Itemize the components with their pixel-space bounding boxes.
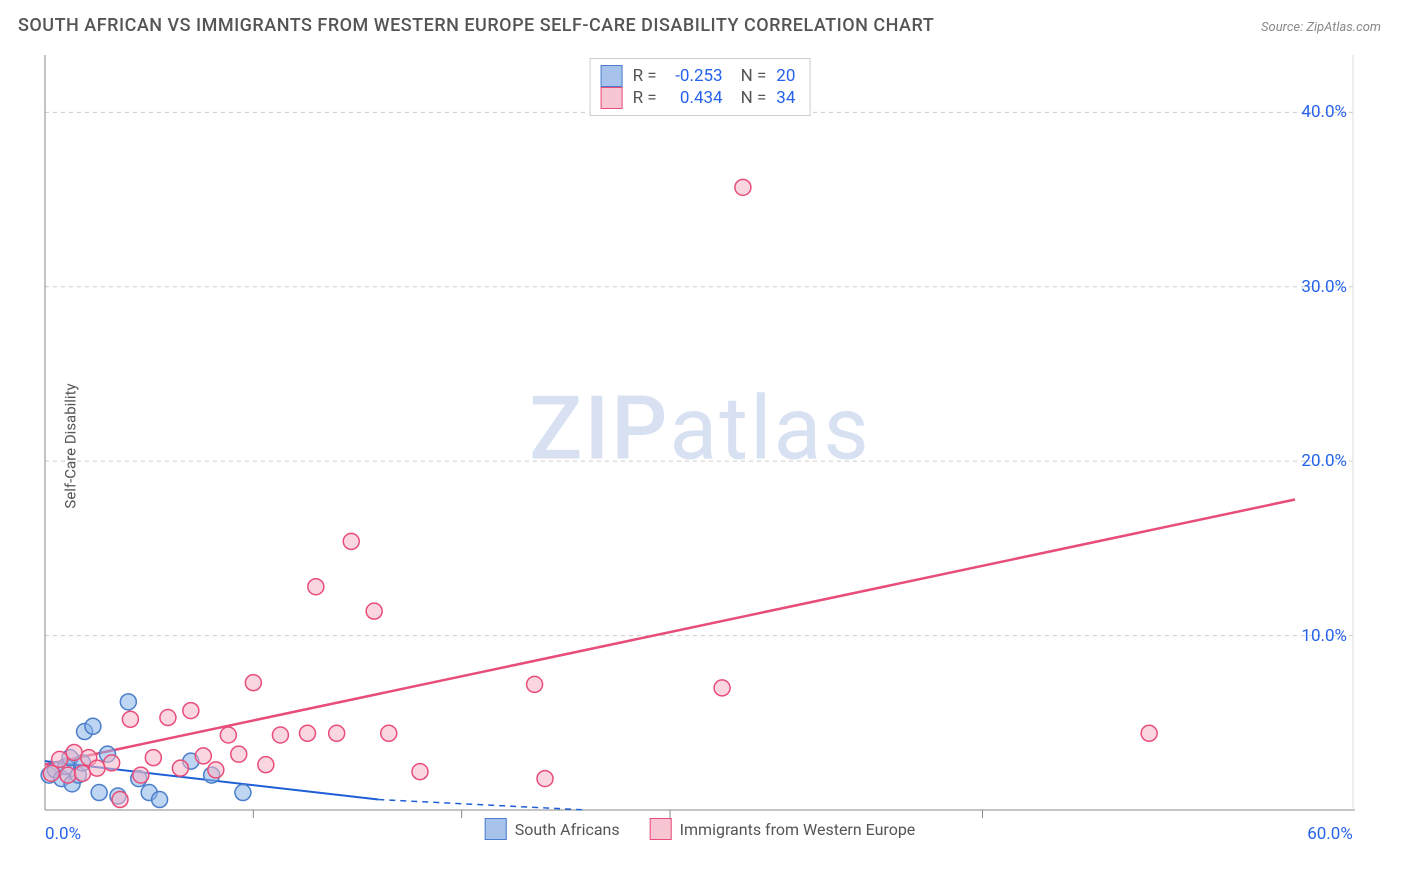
- statbox-r-label: R =: [633, 88, 657, 108]
- y-tick-label: 30.0%: [1301, 277, 1347, 297]
- chart-source: Source: ZipAtlas.com: [1261, 20, 1381, 35]
- trend-layer: [45, 500, 1295, 810]
- legend: South Africans Immigrants from Western Eu…: [475, 818, 926, 840]
- statbox-r-value: -0.253: [667, 66, 723, 86]
- statbox-row: R = -0.253 N = 20: [601, 65, 796, 87]
- y-tick-label: 10.0%: [1301, 626, 1347, 646]
- statbox-r-value: 0.434: [667, 88, 723, 108]
- legend-label: Immigrants from Western Europe: [680, 820, 916, 839]
- x-tick-label: 0.0%: [45, 824, 81, 844]
- axis-layer: [45, 55, 1355, 818]
- legend-item: Immigrants from Western Europe: [650, 818, 916, 840]
- statbox-row: R = 0.434 N = 34: [601, 87, 796, 109]
- plot-svg: [45, 50, 1355, 840]
- statbox-n-label: N =: [741, 88, 767, 108]
- statbox-swatch: [601, 87, 623, 109]
- x-tick-label: 60.0%: [1307, 824, 1353, 844]
- legend-swatch: [650, 818, 672, 840]
- y-tick-label: 20.0%: [1301, 451, 1347, 471]
- y-tick-label: 40.0%: [1301, 102, 1347, 122]
- statbox-swatch: [601, 65, 623, 87]
- legend-item: South Africans: [485, 818, 620, 840]
- points-layer: [41, 179, 1157, 807]
- chart-container: SOUTH AFRICAN VS IMMIGRANTS FROM WESTERN…: [0, 0, 1406, 892]
- statbox-n-value: 34: [776, 88, 795, 108]
- chart-title: SOUTH AFRICAN VS IMMIGRANTS FROM WESTERN…: [18, 15, 934, 36]
- legend-swatch: [485, 818, 507, 840]
- statbox-n-value: 20: [776, 66, 795, 86]
- plot-area: ZIPatlas 10.0%20.0%30.0%40.0%0.0%60.0% R…: [45, 50, 1355, 840]
- statistics-box: R = -0.253 N = 20 R = 0.434 N = 34: [590, 58, 811, 116]
- grid-layer: [45, 112, 1355, 635]
- statbox-r-label: R =: [633, 66, 657, 86]
- statbox-n-label: N =: [741, 66, 767, 86]
- legend-label: South Africans: [515, 820, 620, 839]
